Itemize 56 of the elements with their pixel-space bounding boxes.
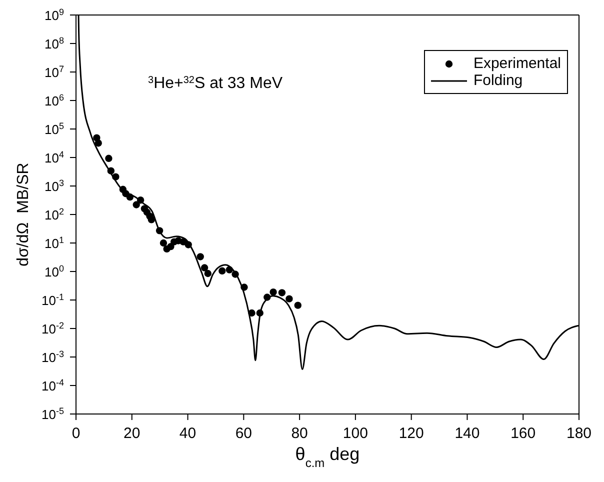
point [256, 309, 264, 317]
point [167, 242, 174, 250]
legend-label: Experimental [473, 55, 561, 72]
point [196, 253, 204, 260]
point [112, 173, 120, 180]
point [248, 309, 256, 317]
point [126, 193, 134, 201]
y-tick-label: 10$^{4}$ [44, 150, 64, 166]
x-tick-label: 180 [566, 425, 592, 442]
point [148, 216, 156, 224]
point [270, 288, 277, 296]
point [204, 270, 212, 278]
y-tick-label: 10$^{1}$ [44, 235, 64, 251]
point [107, 167, 115, 174]
point [105, 154, 112, 162]
point [286, 295, 293, 302]
annotation: $^{3}$He+$^{32}$S at 33 MeV [148, 74, 283, 92]
point [240, 284, 248, 291]
y-tick-label: 10$^{8}$ [44, 36, 64, 52]
x-axis-title: θ$_{c.m}$ deg [295, 444, 360, 470]
y-tick-label: 10$^{-1}$ [42, 292, 64, 308]
y-tick-label: 10$^{5}$ [44, 121, 64, 137]
x-tick-label: 100 [342, 425, 368, 442]
point [132, 201, 140, 208]
point [278, 289, 286, 296]
y-tick-label: 10$^{-2}$ [42, 320, 64, 336]
point [94, 140, 102, 147]
x-tick-label: 40 [179, 425, 196, 442]
x-tick-label: 140 [454, 425, 480, 442]
x-tick-label: 0 [72, 425, 80, 442]
y-tick-label: 10$^{-5}$ [42, 406, 64, 422]
point [294, 302, 302, 309]
x-tick-label: 160 [510, 425, 536, 442]
point [156, 227, 164, 234]
point [218, 267, 226, 274]
y-tick-label: 10$^{7}$ [44, 64, 64, 80]
y-tick-label: 10$^{2}$ [44, 206, 64, 222]
y-tick-label: 10$^{9}$ [44, 7, 64, 23]
legend-label: Folding [473, 72, 523, 89]
y-tick-label: 10$^{-3}$ [42, 349, 64, 365]
point [160, 239, 168, 247]
y-tick-label: 10$^{6}$ [44, 92, 64, 108]
y-axis-title: dσ/dΩ MB/SR [15, 162, 32, 266]
point [226, 266, 234, 274]
y-tick-label: 10$^{-4}$ [42, 378, 64, 394]
y-tick-label: 10$^{0}$ [44, 264, 64, 280]
x-tick-label: 80 [291, 425, 308, 442]
x-tick-label: 120 [398, 425, 424, 442]
y-tick-label: 10$^{3}$ [44, 178, 64, 194]
point [264, 294, 271, 301]
x-tick-label: 60 [235, 425, 252, 442]
x-tick-label: 20 [124, 425, 140, 442]
point [200, 264, 208, 272]
point [136, 196, 144, 204]
point [232, 270, 239, 278]
point [184, 241, 192, 248]
